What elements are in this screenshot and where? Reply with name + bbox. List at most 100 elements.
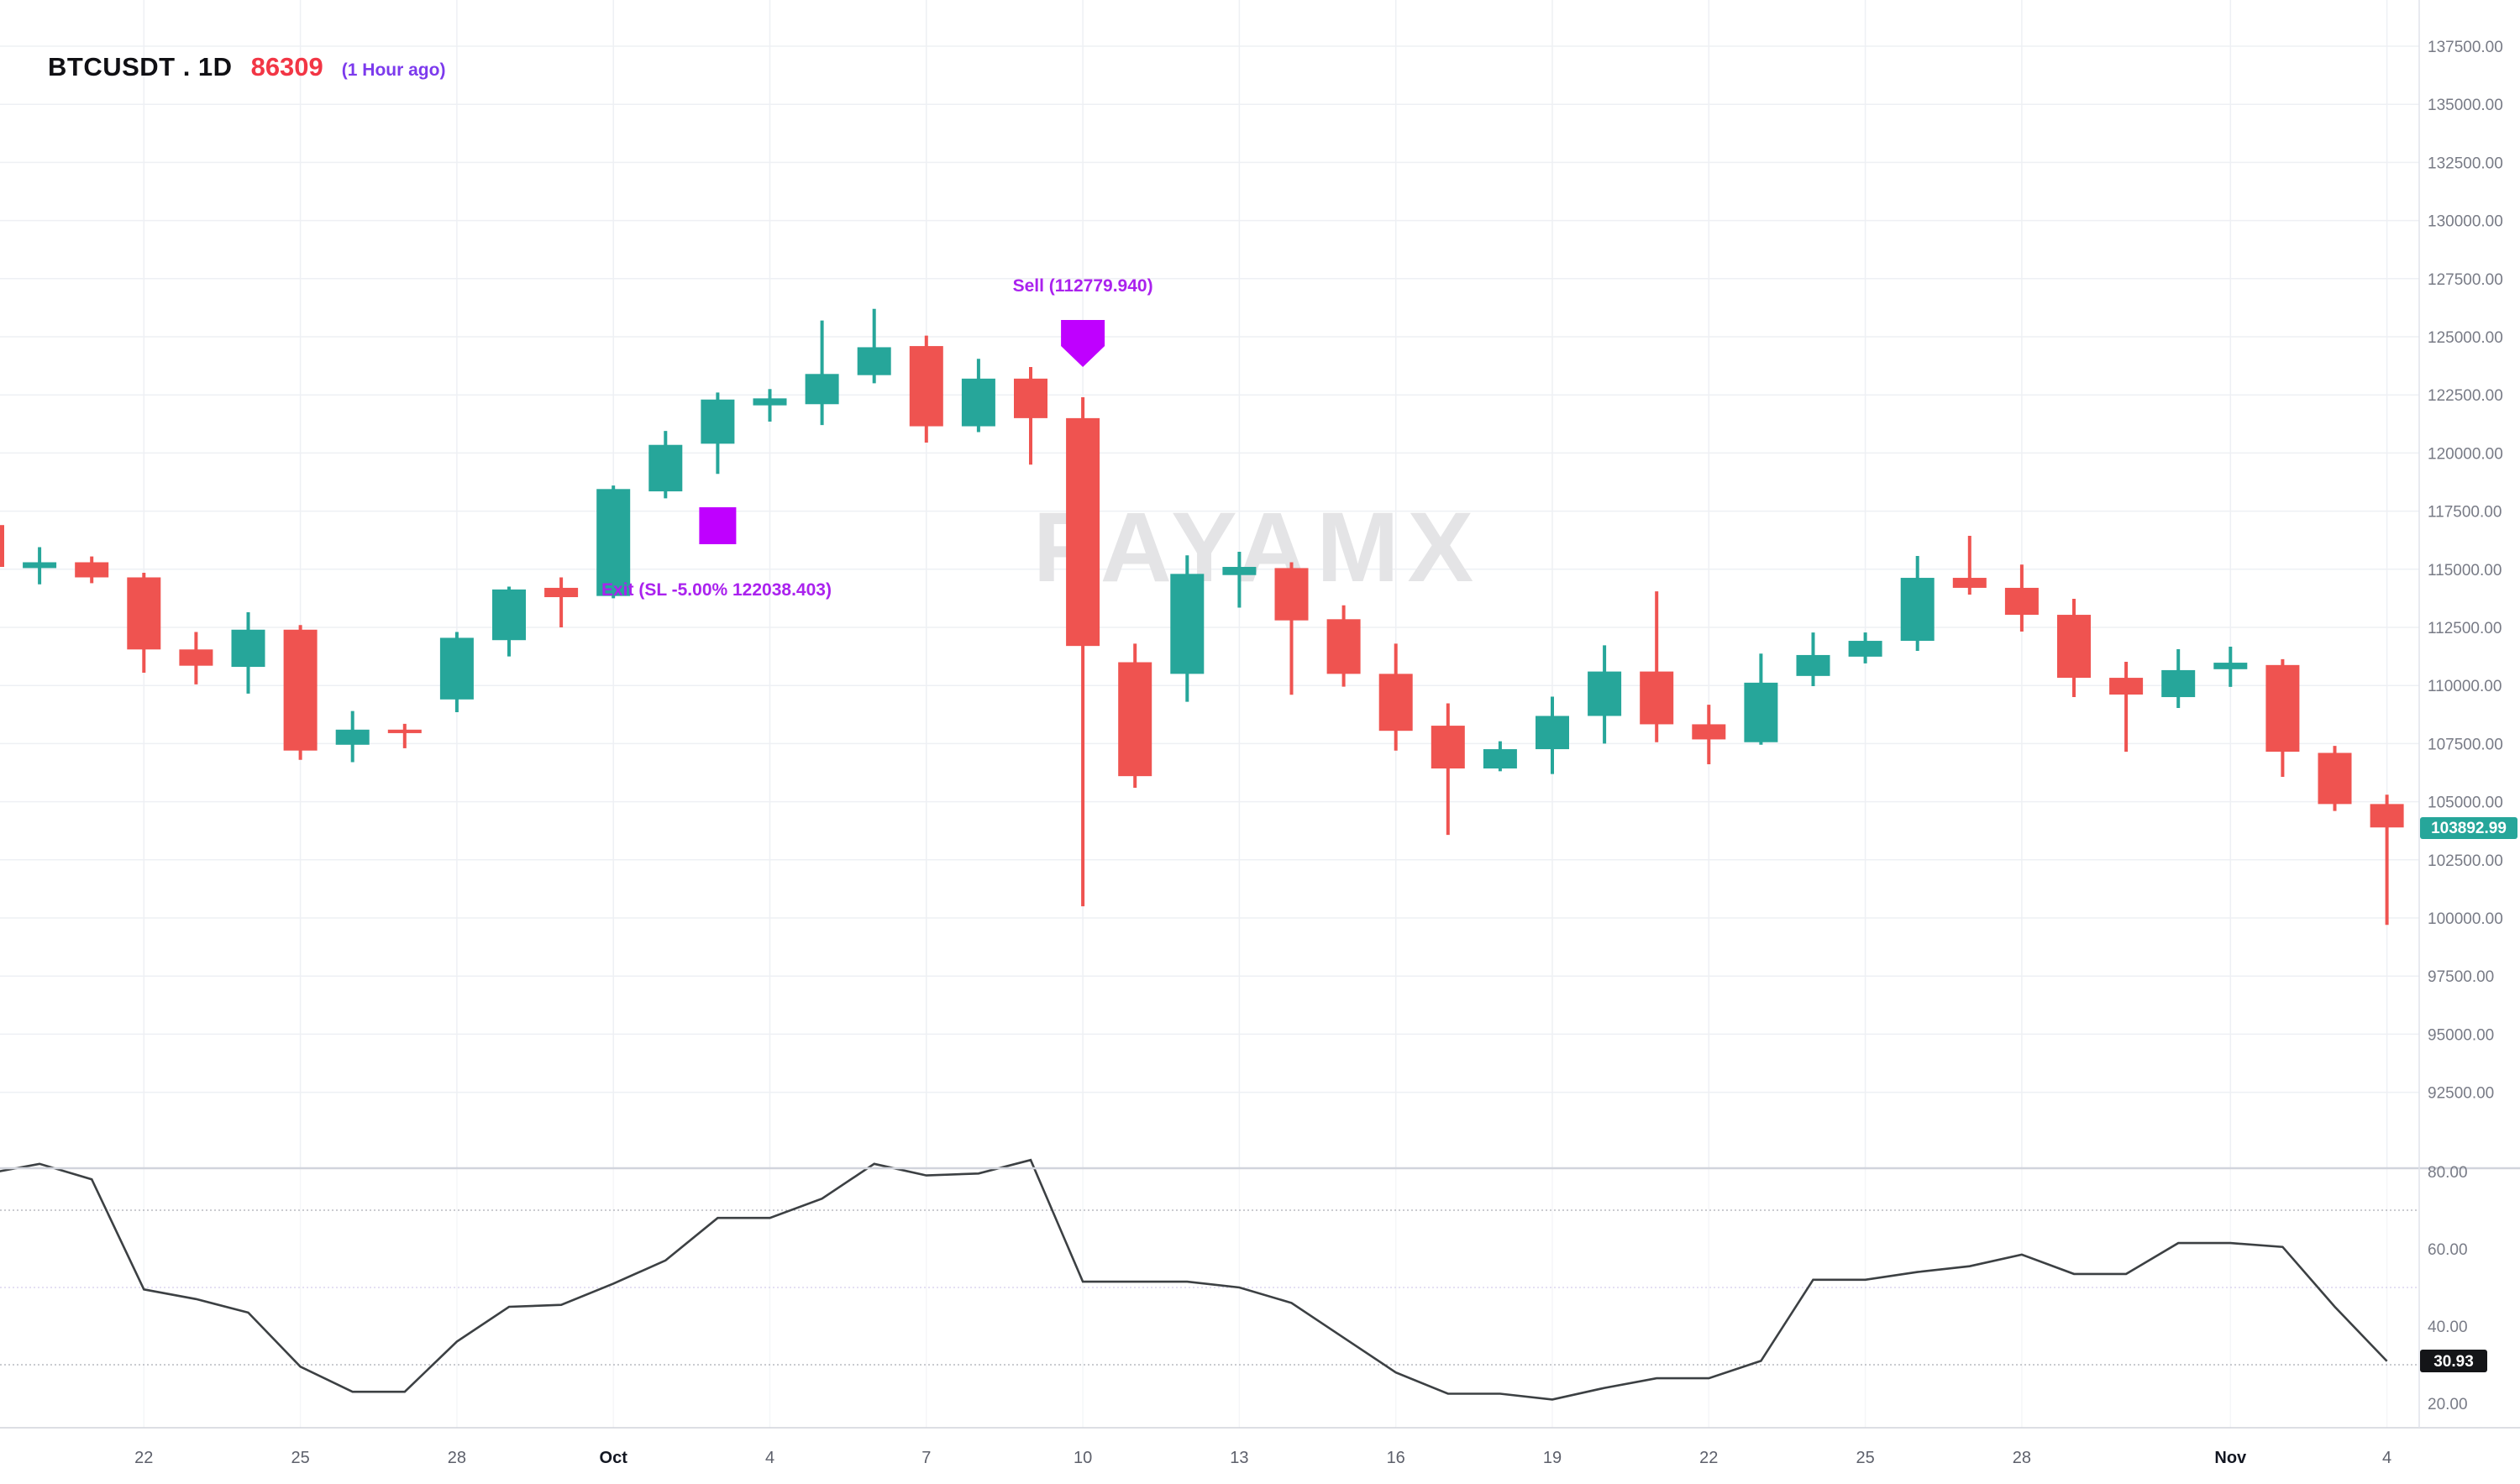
candle-Oct-12 <box>1170 555 1205 702</box>
price-tick-label: 135000.00 <box>2428 97 2503 114</box>
time-tick-label: 4 <box>765 1449 774 1467</box>
price-axis[interactable]: 137500.00 135000.00 132500.00 130000.00 1275… <box>2420 39 2517 1413</box>
candle-Oct-8 <box>961 359 995 433</box>
price-tick-label: 105000.00 <box>2428 794 2503 812</box>
rsi-tick-label: 80.00 <box>2428 1164 2468 1182</box>
time-tick-label: 13 <box>1230 1449 1248 1467</box>
time-tick-label: 4 <box>2382 1449 2391 1467</box>
rsi-tick-label: 20.00 <box>2428 1396 2468 1413</box>
candle-Oct-22 <box>1692 705 1726 765</box>
candle-Oct-4 <box>753 389 787 422</box>
time-tick-label: Oct <box>600 1449 628 1467</box>
candle-Oct-1 <box>596 485 631 599</box>
price-tick-label: 97500.00 <box>2428 968 2494 986</box>
last-price-badge-value: 103892.99 <box>2431 820 2507 837</box>
candle-Sep-24 <box>231 612 265 694</box>
sell-marker-label: Sell (112779.940) <box>1013 276 1153 296</box>
rsi-value-badge <box>2420 1350 2487 1372</box>
time-tick-label: 25 <box>1856 1449 1874 1467</box>
pane-separators <box>0 0 2520 1429</box>
exit-marker-label: Exit (SL -5.00% 122038.403) <box>601 580 832 600</box>
price-tick-label: 115000.00 <box>2428 562 2502 579</box>
candle-Oct-3 <box>701 392 735 475</box>
candle-Oct-23 <box>1744 653 1778 745</box>
last-update-timestamp: (1 Hour ago) <box>341 60 446 80</box>
candle-Sep-26 <box>335 711 370 763</box>
time-axis[interactable]: 22 25 28 Oct 4 7 10 13 16 19 22 25 28 Nov 4 <box>134 1449 2391 1467</box>
candle-Sep-28 <box>439 632 474 713</box>
candle-Nov-4 <box>2370 794 2404 926</box>
candle-Sep-23 <box>179 632 213 684</box>
time-tick-label: 10 <box>1074 1449 1092 1467</box>
candle-Oct-28 <box>2004 564 2039 632</box>
candle-Sep-27 <box>387 723 422 748</box>
price-tick-label: 112500.00 <box>2428 620 2502 637</box>
candle-Oct-31 <box>2161 649 2196 709</box>
trade-markers[interactable]: Sell (112779.940) Exit (SL -5.00% 122038.… <box>601 276 1153 600</box>
price-tick-label: 137500.00 <box>2428 39 2503 56</box>
time-tick-label: 22 <box>134 1449 153 1467</box>
candle-Oct-26 <box>1900 556 1935 651</box>
header-price-value: 86309 <box>250 52 323 81</box>
time-tick-label: 28 <box>448 1449 466 1467</box>
candle-Oct-27 <box>1952 535 1987 595</box>
candle-Oct-14 <box>1274 562 1309 695</box>
candle-Oct-18 <box>1483 741 1517 772</box>
time-tick-label: 22 <box>1699 1449 1718 1467</box>
rsi-pane[interactable] <box>0 1158 2419 1401</box>
price-tick-label: 100000.00 <box>2428 910 2503 928</box>
price-tick-label: 107500.00 <box>2428 736 2503 753</box>
candle-Oct-20 <box>1588 645 1622 744</box>
candle-Oct-7 <box>909 335 943 443</box>
watermark: PAYAMX <box>1033 492 1482 603</box>
time-tick-label: 25 <box>291 1449 309 1467</box>
candle-Nov-1 <box>2213 646 2248 687</box>
candle-Sep-30 <box>544 577 579 627</box>
candle-Oct-24 <box>1796 632 1830 687</box>
candle-Oct-29 <box>2057 598 2091 698</box>
time-tick-label: 28 <box>2013 1449 2031 1467</box>
price-tick-label: 110000.00 <box>2428 678 2502 695</box>
time-tick-label: 16 <box>1387 1449 1405 1467</box>
time-tick-label: 7 <box>921 1449 931 1467</box>
candle-Oct-10 <box>1066 396 1100 907</box>
rsi-value-badge-value: 30.93 <box>2433 1353 2474 1371</box>
price-tick-label: 117500.00 <box>2428 504 2502 522</box>
candle-Oct-5 <box>805 320 839 426</box>
candle-Oct-16 <box>1378 643 1413 751</box>
candle-Oct-2 <box>648 431 683 499</box>
grid-lines <box>0 0 2419 1168</box>
time-tick-label: Nov <box>2214 1449 2247 1467</box>
candle-Oct-19 <box>1536 696 1569 774</box>
time-tick-label: 19 <box>1543 1449 1562 1467</box>
candle-Sep-19 <box>0 525 4 568</box>
candle-Sep-29 <box>492 586 526 657</box>
symbol-title: BTCUSDT . 1D <box>48 52 233 81</box>
price-tick-label: 102500.00 <box>2428 852 2503 870</box>
chart-legend[interactable]: BTCUSDT . 1D 86309 (1 Hour ago) <box>48 52 445 82</box>
price-tick-label: 125000.00 <box>2428 329 2503 347</box>
price-tick-label: 95000.00 <box>2428 1026 2494 1044</box>
rsi-tick-label: 60.00 <box>2428 1241 2468 1259</box>
candle-Oct-25 <box>1848 632 1882 663</box>
candle-Nov-2 <box>2265 658 2300 777</box>
exit-marker-icon[interactable] <box>699 507 737 544</box>
candles-layer[interactable] <box>0 308 2404 926</box>
candle-Oct-15 <box>1326 605 1361 687</box>
sell-marker-icon[interactable] <box>1061 320 1105 367</box>
rsi-tick-label: 40.00 <box>2428 1319 2468 1336</box>
last-price-badge <box>2420 817 2517 839</box>
candle-Oct-6 <box>857 308 891 384</box>
price-tick-label: 92500.00 <box>2428 1085 2494 1103</box>
rsi-line <box>0 1158 2388 1401</box>
candle-Oct-17 <box>1431 703 1465 836</box>
candle-Oct-13 <box>1222 552 1257 608</box>
candle-Oct-11 <box>1118 643 1152 788</box>
candle-Nov-3 <box>2318 746 2352 811</box>
candle-Sep-25 <box>283 625 318 760</box>
candle-Sep-20 <box>23 547 57 585</box>
candle-Oct-30 <box>2109 661 2144 752</box>
price-tick-label: 120000.00 <box>2428 445 2503 463</box>
